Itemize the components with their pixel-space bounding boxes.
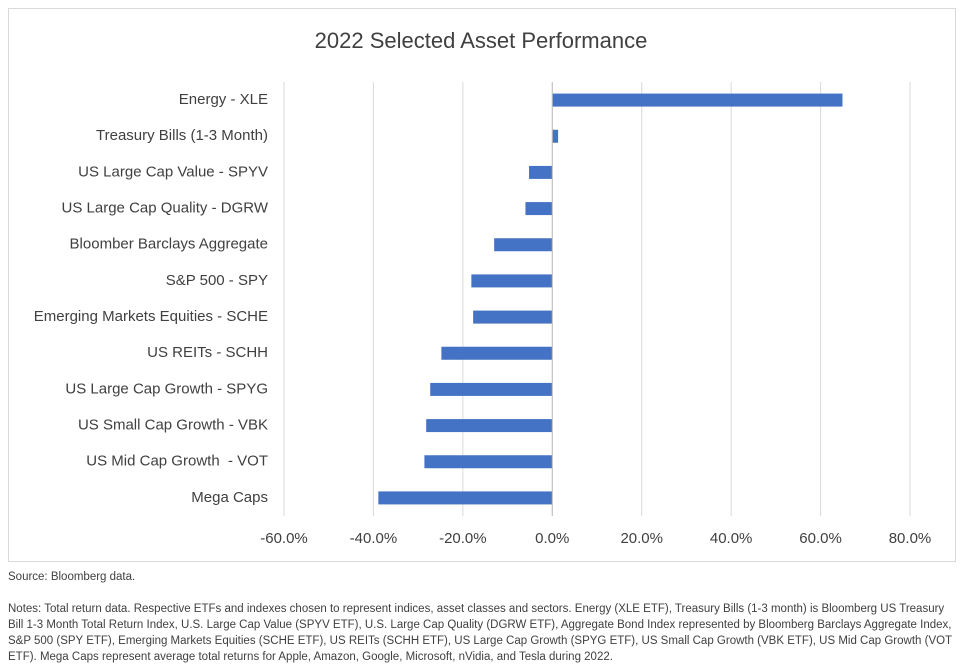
x-tick-label: -20.0%	[439, 530, 487, 547]
source: Source: Bloomberg data.	[8, 571, 136, 583]
bar	[494, 238, 553, 252]
bar	[424, 455, 553, 469]
x-tick-label: 40.0%	[710, 530, 753, 547]
y-tick-label: S&P 500 - SPY	[166, 272, 268, 289]
notes: Notes: Total return data. Respective ETF…	[8, 603, 952, 663]
bar	[529, 165, 553, 179]
x-tick-label: 0.0%	[535, 530, 569, 547]
y-tick-label: Bloomber Barclays Aggregate	[70, 236, 268, 253]
y-tick-label: US Large Cap Quality - DGRW	[62, 200, 269, 217]
x-tick-label: -40.0%	[350, 530, 398, 547]
bar	[525, 202, 553, 216]
bar	[473, 310, 553, 324]
x-tick-label: 20.0%	[620, 530, 663, 547]
bar	[552, 93, 843, 107]
x-tick-label: -60.0%	[260, 530, 308, 547]
y-tick-label: Mega Caps	[191, 489, 268, 506]
y-tick-label: US Large Cap Value - SPYV	[78, 163, 268, 180]
bar	[430, 382, 553, 396]
bar	[426, 419, 553, 433]
y-tick-label: Energy - XLE	[179, 91, 268, 108]
y-tick-label: US Large Cap Growth - SPYG	[65, 380, 268, 397]
x-tick-label: 60.0%	[799, 530, 842, 547]
bar	[471, 274, 553, 288]
bar	[552, 129, 559, 143]
bar	[441, 346, 553, 360]
y-tick-label: Treasury Bills (1-3 Month)	[96, 127, 268, 144]
chart-title: 2022 Selected Asset Performance	[315, 28, 648, 53]
chart: 2022 Selected Asset Performance -60.0% -4…	[8, 8, 956, 562]
x-tick-label: 80.0%	[889, 530, 932, 547]
y-tick-label: US Small Cap Growth - VBK	[78, 417, 268, 434]
y-tick-label: US REITs - SCHH	[147, 344, 268, 361]
bar	[378, 491, 553, 505]
y-tick-label: US Mid Cap Growth - VOT	[86, 453, 268, 470]
y-tick-label: Emerging Markets Equities - SCHE	[34, 308, 268, 325]
